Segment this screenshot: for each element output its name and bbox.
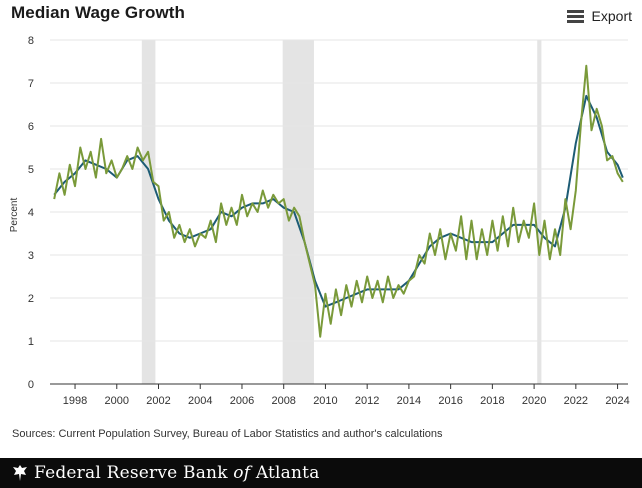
y-tick-label: 4 (28, 207, 34, 219)
y-tick-label: 6 (28, 121, 34, 133)
fed-name-of: of (233, 463, 251, 483)
x-tick-label: 2022 (564, 395, 588, 407)
x-tick-label: 2002 (146, 395, 170, 407)
y-axis-label: Percent (9, 198, 20, 233)
x-tick-label: 2006 (230, 395, 254, 407)
fed-name-pre: Federal Reserve Bank (34, 463, 234, 483)
x-tick-label: 2010 (313, 395, 337, 407)
x-tick-label: 2018 (480, 395, 504, 407)
y-tick-label: 2 (28, 293, 34, 305)
fed-name-post: Atlanta (250, 463, 320, 483)
x-tick-label: 2012 (355, 395, 379, 407)
series-line-smoothed (53, 94, 624, 308)
x-tick-label: 2020 (522, 395, 546, 407)
export-button[interactable]: Export (566, 8, 632, 24)
hamburger-menu-icon (566, 9, 584, 23)
x-tick-label: 2014 (397, 395, 421, 407)
x-tick-label: 2016 (438, 395, 462, 407)
y-tick-label: 3 (28, 250, 34, 262)
y-tick-label: 5 (28, 164, 34, 176)
footer-bar: Federal Reserve Bank of Atlanta (0, 458, 642, 488)
source-note: Sources: Current Population Survey, Bure… (12, 428, 443, 440)
x-tick-label: 2008 (271, 395, 295, 407)
y-tick-label: 8 (28, 35, 34, 47)
x-tick-label: 2024 (605, 395, 629, 407)
export-label: Export (591, 8, 632, 24)
fed-eagle-logo-icon (13, 465, 27, 481)
x-tick-label: 1998 (63, 395, 87, 407)
x-tick-label: 2004 (188, 395, 212, 407)
y-tick-label: 0 (28, 379, 34, 391)
wage-growth-chart: 0 1 2 3 4 5 6 7 8 1998 2000 2002 2004 2006 2008 2010 201… (9, 35, 630, 407)
series-line-unsmoothed (53, 64, 624, 338)
x-tick-label: 2000 (105, 395, 129, 407)
y-tick-label: 7 (28, 78, 34, 90)
y-tick-label: 1 (28, 336, 34, 348)
fed-name: Federal Reserve Bank of Atlanta (34, 463, 320, 483)
chart-title: Median Wage Growth (11, 3, 186, 22)
